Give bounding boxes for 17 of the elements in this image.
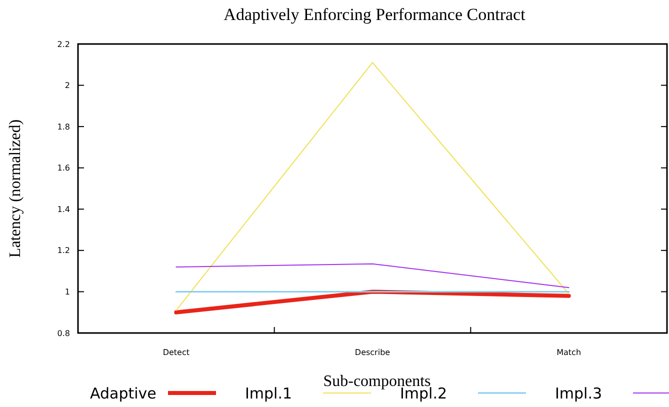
x-axis-title: Sub-components [323,373,431,390]
y-axis-title: Latency (normalized) [7,119,24,258]
y-tick-label: 1.4 [57,204,70,214]
y-tick-label: 1.8 [57,122,70,132]
y-tick-label: 2 [64,81,70,90]
y-tick-label: 1.6 [57,164,70,173]
x-tick-label: Detect [162,348,190,357]
legend-label: Impl.3 [555,384,602,402]
legend-label: Impl.1 [245,384,292,402]
y-tick-label: 0.8 [57,328,70,338]
legend-label: Adaptive [90,384,156,402]
x-tick-label: Match [556,348,582,357]
x-tick-label: Describe [354,348,390,357]
chart-title: Adaptively Enforcing Performance Contract [224,5,526,24]
y-tick-label: 2.2 [57,40,70,49]
y-tick-label: 1.2 [57,246,70,256]
y-tick-label: 1 [64,288,70,297]
